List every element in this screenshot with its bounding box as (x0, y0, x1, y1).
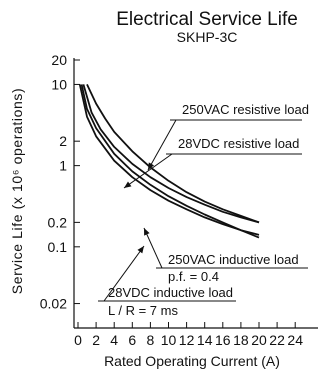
y-tick-label: 10 (51, 76, 67, 92)
annotation-arrowhead (137, 246, 144, 254)
x-axis-label: Rated Operating Current (A) (104, 353, 280, 369)
y-tick-label: 0.02 (40, 296, 67, 312)
annotation-arrowhead (144, 228, 150, 236)
annotation-pointer (143, 227, 163, 269)
x-tick-label: 24 (287, 332, 303, 348)
annotation-label: 250VAC inductive load (168, 252, 299, 267)
x-tick-label: 14 (197, 332, 213, 348)
annotation-pointer (147, 119, 177, 171)
x-tick-label: 6 (128, 332, 136, 348)
x-tick-label: 16 (215, 332, 231, 348)
x-tick-label: 4 (110, 332, 118, 348)
y-tick-labels: 20 10 2 1 0.2 0.1 0.02 (40, 52, 80, 312)
series-line-1 (86, 84, 260, 224)
x-tick-labels: 0 2 4 6 8 10 12 14 16 18 20 22 24 (74, 322, 303, 348)
chart-title: Electrical Service Life (116, 9, 298, 30)
annotation-arrowhead (124, 181, 132, 188)
x-tick-label: 2 (92, 332, 100, 348)
annotation-arrowhead (148, 162, 155, 170)
y-axis-label: Service Life (x 10⁶ operations) (9, 88, 25, 294)
x-tick-label: 18 (233, 332, 249, 348)
series-lines (78, 84, 260, 239)
annotations: 250VAC resistive load 28VDC resistive loa… (98, 102, 309, 318)
x-tick-label: 12 (179, 332, 195, 348)
annotation-sublabel: p.f. = 0.4 (168, 269, 219, 284)
series-line-3 (80, 84, 260, 239)
x-tick-label: 22 (269, 332, 285, 348)
y-tick-label: 0.1 (48, 239, 68, 255)
annotation-pointer (123, 153, 173, 189)
x-tick-label: 10 (161, 332, 177, 348)
y-tick-label: 0.2 (48, 214, 68, 230)
annotation-label: 28VDC inductive load (108, 285, 233, 300)
y-tick-label: 20 (51, 52, 67, 68)
annotation-label: 250VAC resistive load (182, 102, 309, 117)
y-tick-label: 1 (59, 158, 67, 174)
x-tick-label: 8 (147, 332, 155, 348)
series-line-4 (78, 84, 260, 236)
annotation-pointer (103, 245, 145, 302)
y-tick-label: 2 (59, 133, 67, 149)
annotation-sublabel: L / R = 7 ms (108, 303, 178, 318)
series-line-2 (82, 84, 260, 224)
x-tick-label: 0 (74, 332, 82, 348)
annotation-label: 28VDC resistive load (178, 136, 299, 151)
x-tick-label: 20 (251, 332, 267, 348)
chart-subtitle: SKHP-3C (177, 29, 238, 45)
